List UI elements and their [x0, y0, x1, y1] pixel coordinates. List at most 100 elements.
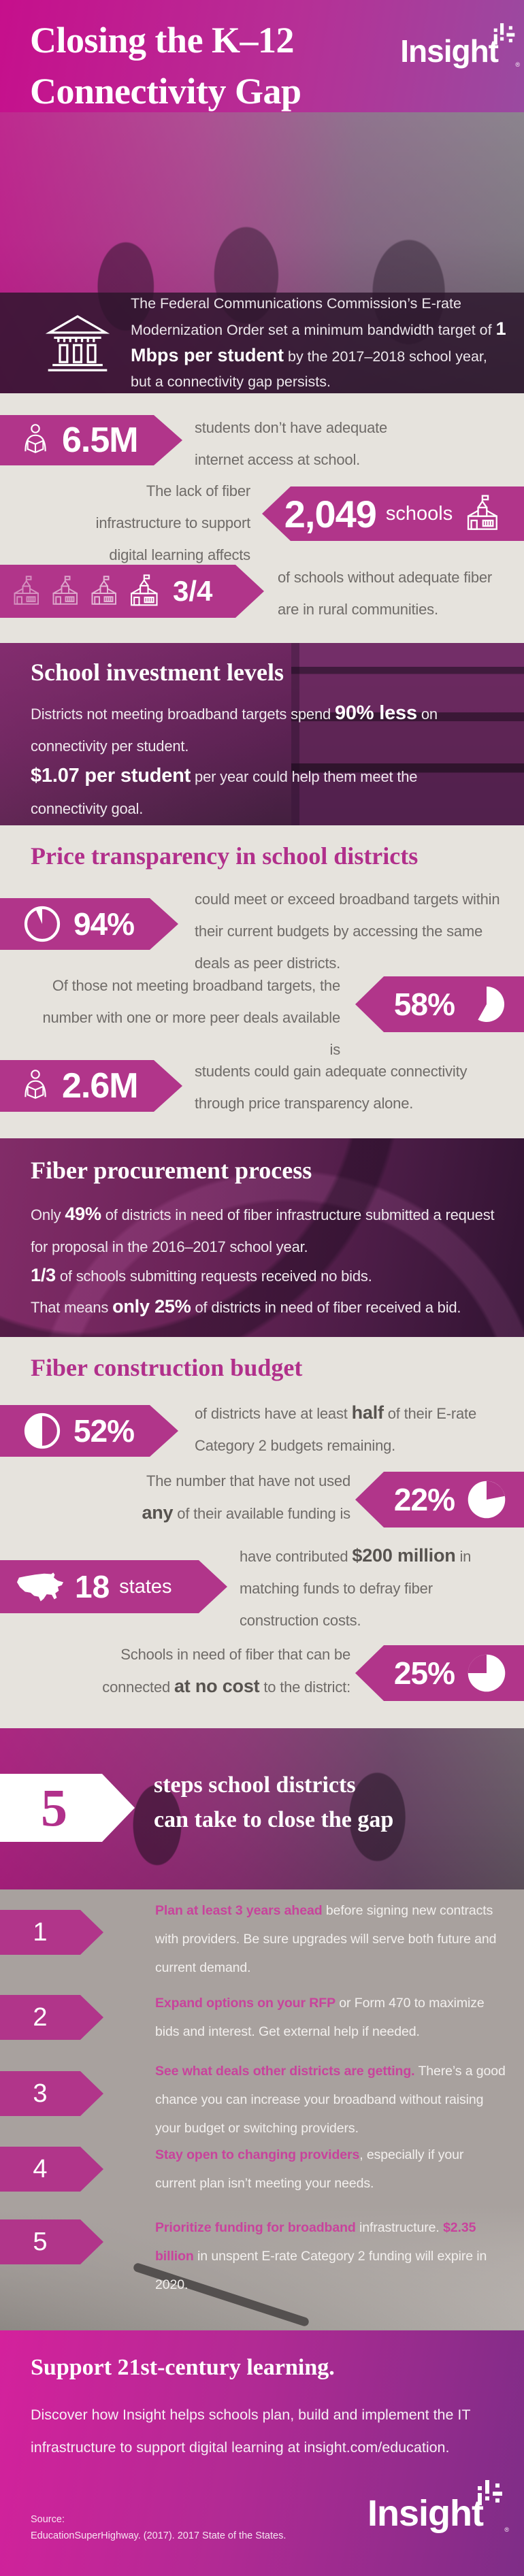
budget-22-l3: of their available funding is: [173, 1505, 350, 1522]
stat-lead-25: Schools in need of fiber that can be con…: [102, 1638, 350, 1703]
step-5-arrow: 5: [0, 2219, 103, 2264]
stat-text-52: of districts have at least half of their…: [195, 1397, 508, 1462]
stat-banner-52: 52%: [0, 1405, 178, 1457]
step-5-number: 5: [33, 2227, 48, 2256]
stat-text-18: have contributed $200 million in matchin…: [240, 1540, 512, 1636]
section-title-procurement: Fiber procurement process: [31, 1157, 312, 1184]
stat-value-22: 22%: [393, 1482, 455, 1517]
investment-p1-highlight: 90% less: [334, 702, 417, 724]
section-title-investment: School investment levels: [31, 659, 284, 686]
student-reading-icon: [18, 423, 53, 458]
step-4-arrow: 4: [0, 2147, 103, 2192]
pie-25-percent-icon: [468, 1654, 506, 1692]
investment-p1-c: on connectivity per student.: [31, 706, 438, 755]
step-1-arrow: 1: [0, 1910, 103, 1955]
section-title-budget: Fiber construction budget: [31, 1354, 303, 1381]
step-5-body: infrastructure.: [355, 2220, 444, 2235]
school-building-icon: [126, 574, 161, 609]
footer-title: Support 21st-century learning.: [31, 2355, 335, 2380]
budget-52-highlight: half: [351, 1402, 384, 1423]
budget-25-l1: Schools in need of fiber that can be con…: [102, 1646, 350, 1696]
procurement-paragraph-2: 1/3 of schools submitting requests recei…: [31, 1259, 500, 1292]
step-2-text: Expand options on your RFP or Form 470 t…: [155, 1989, 506, 2046]
insight-logo: Insight ®: [400, 23, 520, 69]
procurement-p2-highlight: 1/3: [31, 1265, 56, 1285]
procurement-p2-b: of schools submitting requests received …: [55, 1268, 372, 1285]
investment-paragraph-2: $1.07 per student per year could help th…: [31, 760, 476, 825]
footer-source: Source: EducationSuperHighway. (2017). 2…: [31, 2511, 286, 2544]
intro-tail: by the 2017–2018 school year, but a conn…: [131, 348, 487, 390]
steps-number-banner: 5: [0, 1774, 135, 1842]
step-2-number: 2: [33, 2002, 48, 2032]
pie-52-percent-icon: [22, 1410, 63, 1451]
step-5-text: Prioritize funding for broadband infrast…: [155, 2213, 506, 2299]
step-1-lead: Plan at least 3 years ahead: [155, 1903, 323, 1918]
steps-list-section: 1 Plan at least 3 years ahead before sig…: [0, 1889, 524, 2330]
stat-banner-18-states: 18 states: [0, 1560, 227, 1613]
fcc-intro-text: The Federal Communications Commission’s …: [131, 291, 506, 393]
page-title-line1: Closing the K–12: [30, 20, 295, 61]
section-title-transparency: Price transparency in school districts: [31, 842, 419, 870]
stat-value-25: 25%: [393, 1655, 455, 1691]
school-investment-section: School investment levels Districts not m…: [0, 643, 524, 825]
stat-value-schools: 2,049: [284, 492, 377, 535]
stat-value-18: 18: [75, 1569, 110, 1604]
budget-25-highlight: at no cost: [174, 1676, 260, 1696]
registered-mark: ®: [515, 61, 520, 68]
step-5-tail: in unspent E-rate Category 2 funding wil…: [155, 2249, 487, 2292]
stat-value-rural: 3/4: [173, 575, 213, 607]
stat-text-94: could meet or exceed broadband targets w…: [195, 891, 500, 972]
stat-unit-schools: schools: [385, 502, 453, 525]
books-photo: [291, 643, 524, 825]
connectivity-gap-section: 6.5M students don’t have adequate intern…: [0, 393, 524, 643]
steps-hero-photo: 5 steps school districts can take to clo…: [0, 1728, 524, 1889]
school-building-icon: [468, 495, 498, 530]
school-building-icon: [87, 575, 120, 608]
insight-logo-mark: [478, 2480, 502, 2505]
procurement-p1-highlight: 49%: [65, 1204, 101, 1224]
step-3-arrow: 3: [0, 2071, 103, 2116]
price-transparency-section: Price transparency in school districts 9…: [0, 825, 524, 1138]
government-building-icon: [45, 315, 110, 371]
stat-value-94: 94%: [73, 906, 135, 942]
investment-p2-b: per year could help them meet the connec…: [31, 768, 418, 817]
step-3-lead: See what deals other districts are getti…: [155, 2064, 415, 2079]
stat-banner-58: 58%: [355, 976, 524, 1032]
step-4-text: Stay open to changing providers, especia…: [155, 2141, 506, 2198]
stat-banner-schools: 2,049 schools: [262, 486, 524, 541]
budget-18-t3: in matching funds to defray fiber constr…: [240, 1548, 472, 1629]
school-building-icon: [48, 575, 81, 608]
stat-banner-94: 94%: [0, 898, 178, 950]
fcc-intro-band: The Federal Communications Commission’s …: [0, 293, 524, 393]
stat-text-students: students don’t have adequate internet ac…: [195, 419, 388, 468]
stat-banner-26: 2.6M: [0, 1060, 182, 1112]
student-reading-icon: [18, 1068, 53, 1104]
stat-banner-25: 25%: [355, 1645, 524, 1701]
stat-value-students: 6.5M: [62, 420, 138, 460]
procurement-paragraph-3: That means only 25% of districts in need…: [31, 1291, 500, 1323]
page-title-line2: Connectivity Gap: [30, 70, 301, 112]
step-3-number: 3: [33, 2079, 48, 2108]
insight-logo-footer: Insight ®: [367, 2480, 509, 2534]
stat-value-58: 58%: [393, 987, 455, 1022]
step-4-lead: Stay open to changing providers: [155, 2147, 360, 2162]
step-2-lead: Expand options on your RFP: [155, 1996, 335, 2011]
intro-highlight: 1 Mbps per student: [131, 318, 506, 365]
investment-p1-a: Districts not meeting broadband targets …: [31, 706, 335, 723]
step-1-body: before signing new contracts with provid…: [155, 1903, 497, 1975]
insight-wordmark: Insight: [367, 2493, 484, 2534]
budget-25-l3: to the district:: [259, 1679, 350, 1696]
pie-94-percent-icon: [22, 904, 63, 944]
procurement-p3-a: That means: [31, 1299, 113, 1316]
insight-logo-mark: [493, 23, 515, 45]
step-2-body: or Form 470 to maximize bids and interes…: [155, 1996, 485, 2039]
procurement-paragraph-1: Only 49% of districts in need of fiber i…: [31, 1198, 500, 1263]
procurement-p1-c: of districts in need of fiber infrastruc…: [31, 1206, 495, 1255]
fiber-procurement-section: Fiber procurement process Only 49% of di…: [0, 1138, 524, 1337]
fiber-budget-section: Fiber construction budget 52% of distric…: [0, 1337, 524, 1728]
stat-text-rural: of schools without adequate fiber are in…: [278, 569, 493, 618]
pie-58-percent-icon: [478, 986, 505, 1023]
step-1-text: Plan at least 3 years ahead before signi…: [155, 1896, 506, 1982]
source-citation: EducationSuperHighway. (2017). 2017 Stat…: [31, 2530, 286, 2541]
step-4-number: 4: [33, 2154, 48, 2183]
